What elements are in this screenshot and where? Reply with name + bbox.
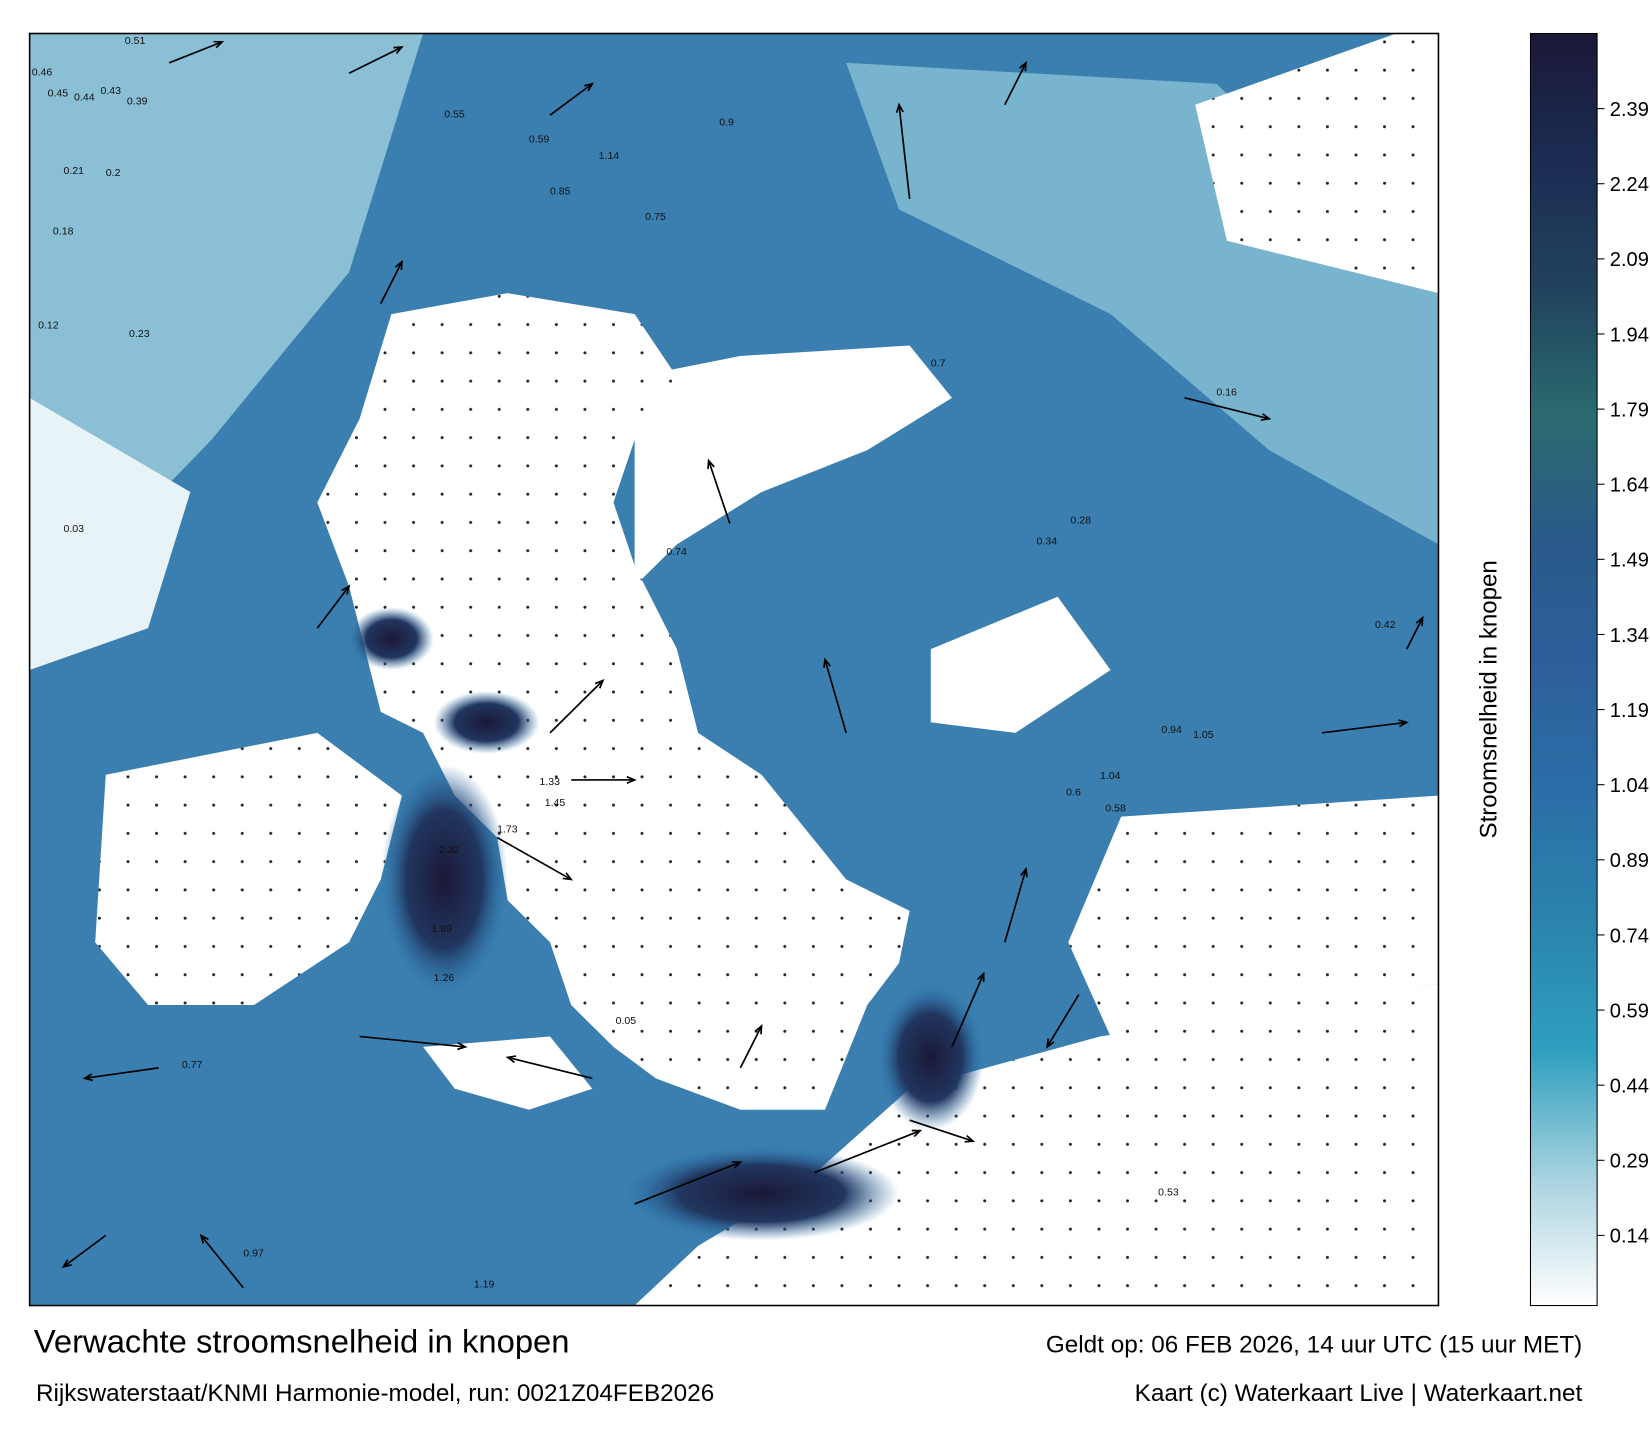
current-label: 0.74 <box>666 546 687 558</box>
current-label: 0.28 <box>1070 515 1091 527</box>
current-label: 0.77 <box>182 1059 203 1071</box>
colorbar-tick-label: 0.74 <box>1610 925 1649 947</box>
flow-arrow <box>380 259 403 304</box>
current-label: 0.53 <box>1158 1187 1179 1199</box>
flow-arrow <box>348 46 404 75</box>
current-label: 0.23 <box>129 328 150 340</box>
colorbar-tick-label: 1.94 <box>1610 324 1649 346</box>
colorbar-tick-label: 1.79 <box>1610 400 1649 422</box>
colorbar-tick-label: 1.64 <box>1610 475 1649 497</box>
current-label: 0.43 <box>100 85 121 97</box>
flow-arrow <box>1004 60 1027 106</box>
current-label: 0.94 <box>1161 724 1182 736</box>
current-label: 0.46 <box>32 66 53 78</box>
flow-arrow <box>316 584 351 629</box>
flow-arrow <box>571 775 637 784</box>
current-label: 0.7 <box>931 357 946 369</box>
current-label: 0.34 <box>1037 535 1058 547</box>
current-label: 0.59 <box>529 133 550 145</box>
current-label: 0.2 <box>106 167 121 179</box>
flow-arrow <box>1003 866 1028 943</box>
current-label: 0.42 <box>1375 619 1396 631</box>
current-label: 0.03 <box>63 523 84 535</box>
colorbar-tick-label: 0.89 <box>1610 850 1649 872</box>
colorbar-tick-label: 2.39 <box>1610 99 1649 121</box>
colorbar-tick-label: 1.49 <box>1610 550 1649 572</box>
flow-arrow <box>1322 719 1409 734</box>
credit: Kaart (c) Waterkaart Live | Waterkaart.n… <box>1135 1380 1583 1407</box>
flow-arrow <box>1184 397 1272 421</box>
flow-arrow <box>909 1119 976 1143</box>
current-label: 0.9 <box>719 117 734 129</box>
current-label: 1.14 <box>599 150 620 162</box>
current-label: 1.26 <box>434 972 455 984</box>
flow-arrow <box>634 1161 743 1205</box>
colorbar: Stroomsnelheid in knopen 0.14 0.29 0.44 0.5… <box>1476 32 1649 1307</box>
light-sea <box>29 397 191 671</box>
current-label: 1.04 <box>1100 770 1121 782</box>
current-label: 1.73 <box>497 823 518 835</box>
current-label: 0.6 <box>1066 787 1081 799</box>
current-label: 0.39 <box>127 96 148 108</box>
current-label: 1.89 <box>432 923 453 935</box>
current-label: 0.45 <box>48 87 69 99</box>
colorbar-tick-label: 0.29 <box>1610 1151 1649 1173</box>
fast-current <box>349 607 984 1241</box>
flow-arrow <box>1045 994 1080 1049</box>
flow-arrow <box>505 1055 593 1080</box>
map-frame <box>28 32 1440 1307</box>
flow-arrow <box>549 82 595 116</box>
current-label: 0.55 <box>444 108 465 120</box>
current-label: 0.18 <box>53 226 74 238</box>
flow-arrow <box>199 1233 244 1289</box>
colorbar-tick-label: 0.59 <box>1610 1000 1649 1022</box>
current-label: 1.33 <box>539 776 560 788</box>
flow-arrow <box>1405 615 1424 650</box>
map: 0.51 0.46 0.45 0.44 0.43 0.39 0.21 0.2 0.18 0.12 0… <box>28 32 1440 1307</box>
current-label: 1.45 <box>545 797 566 809</box>
current-label: 0.97 <box>243 1247 264 1259</box>
flow-arrow <box>895 102 911 200</box>
current-label: 0.12 <box>38 320 59 332</box>
flow-arrows <box>61 40 1424 1289</box>
current-label: 0.05 <box>616 1015 637 1027</box>
current-label: 1.05 <box>1193 729 1214 741</box>
colorbar-tick-label: 2.09 <box>1610 249 1649 271</box>
subtitle: Rijkswaterstaat/KNMI Harmonie-model, run… <box>36 1380 714 1407</box>
colorbar-tick-label: 2.24 <box>1610 174 1649 196</box>
current-label: 0.75 <box>645 211 666 223</box>
flow-arrow <box>496 836 574 881</box>
colorbar-tick-label: 1.34 <box>1610 625 1649 647</box>
colorbar-tick-label: 0.44 <box>1610 1076 1649 1098</box>
flow-arrow <box>739 1024 763 1069</box>
colorbar-scale <box>1529 32 1598 1307</box>
current-label: 0.44 <box>74 92 95 104</box>
flow-arrow <box>951 971 985 1048</box>
current-label: 0.16 <box>1216 387 1237 399</box>
flow-arrow <box>61 1234 107 1269</box>
flow-arrow <box>823 657 847 734</box>
flow-arrow <box>814 1129 923 1174</box>
current-label: 0.58 <box>1105 802 1126 814</box>
flow-arrow <box>707 458 731 524</box>
current-label: 2.32 <box>439 844 460 856</box>
flow-arrow <box>168 40 225 64</box>
current-label: 0.51 <box>125 35 146 47</box>
current-labels: 0.51 0.46 0.45 0.44 0.43 0.39 0.21 0.2 0.18 0.12 0… <box>32 35 1396 1291</box>
colorbar-label: Stroomsnelheid in knopen <box>1476 560 1503 838</box>
flow-arrow <box>549 678 605 734</box>
flow-arrow <box>359 1035 468 1051</box>
current-label: 0.85 <box>550 186 571 198</box>
colorbar-tick-label: 1.04 <box>1610 775 1649 797</box>
title: Verwachte stroomsnelheid in knopen <box>34 1323 570 1360</box>
colorbar-tick-label: 1.19 <box>1610 700 1649 722</box>
flow-arrow <box>82 1067 159 1082</box>
valid-time: Geldt op: 06 FEB 2026, 14 uur UTC (15 uu… <box>1046 1332 1582 1359</box>
current-label: 1.19 <box>474 1279 495 1291</box>
colorbar-tick-label: 0.14 <box>1610 1226 1649 1248</box>
current-label: 0.21 <box>63 165 84 177</box>
